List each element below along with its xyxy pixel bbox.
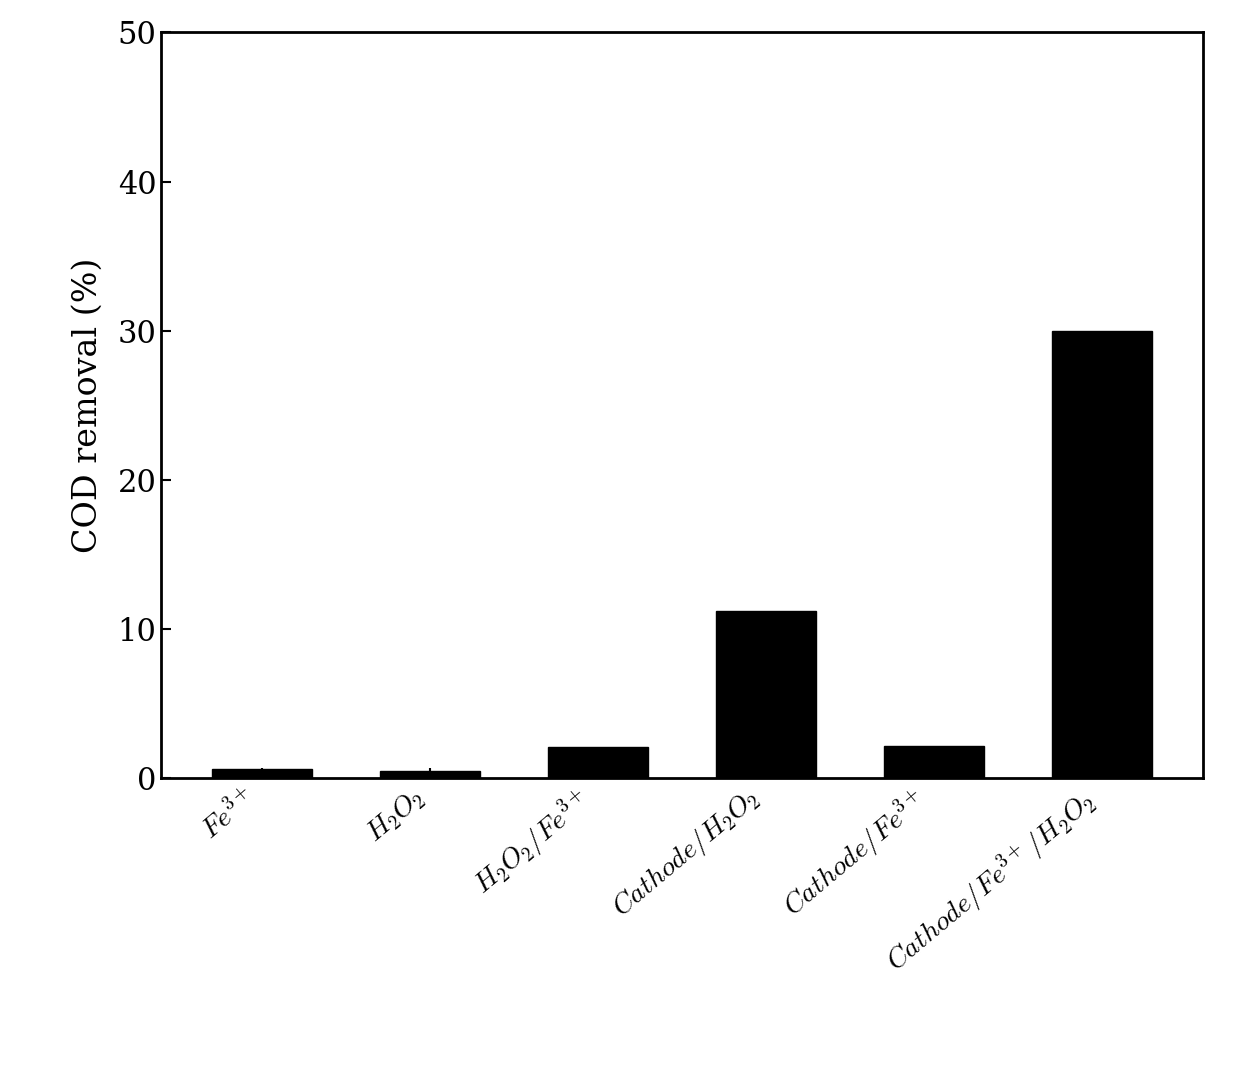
Bar [379, 771, 480, 778]
Bar [212, 770, 312, 778]
Y-axis label: COD removal (%): COD removal (%) [72, 257, 104, 553]
Bar [715, 611, 816, 778]
Bar [1052, 331, 1152, 778]
Bar [548, 747, 649, 778]
Bar [884, 746, 985, 778]
